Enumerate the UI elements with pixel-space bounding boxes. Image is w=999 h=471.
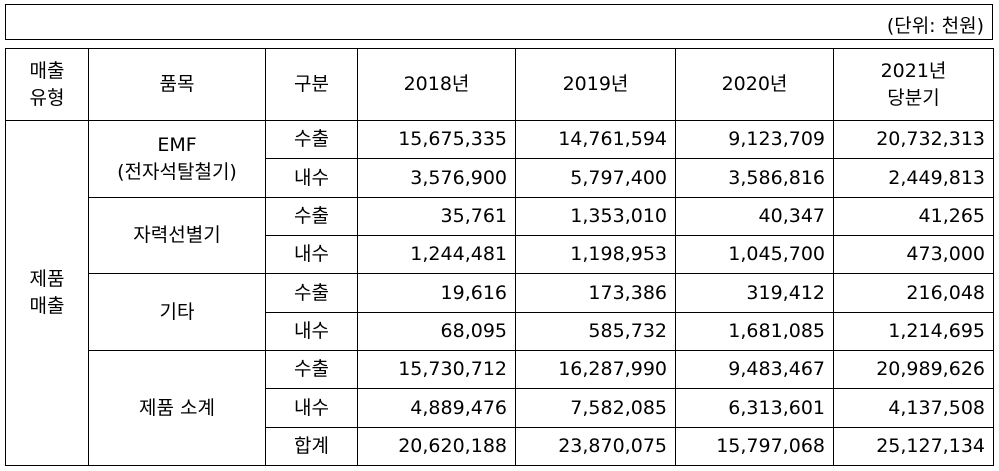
value-cell: 4,137,508 [833, 388, 994, 428]
value-cell: 5,797,400 [515, 158, 676, 198]
table-row: 내수 68,095 585,732 1,681,085 1,214,695 [6, 311, 994, 351]
value-cell: 25,127,134 [833, 426, 994, 467]
header-year-2021-line2: 당분기 [887, 86, 940, 109]
header-year-2018: 2018년 [357, 48, 516, 121]
item-other: 기타 [88, 273, 266, 351]
value-cell: 2,449,813 [833, 158, 994, 198]
category-line2: 매출 [29, 295, 65, 317]
item-emf-line2: (전자석탈철기) [117, 160, 237, 183]
header-item: 품목 [88, 48, 266, 121]
value-cell: 19,616 [357, 273, 516, 313]
header-sales-type-line2: 유형 [29, 86, 65, 109]
value-cell: 1,214,695 [833, 311, 994, 351]
unit-label: (단위: 천원) [886, 15, 984, 37]
division-cell: 합계 [265, 426, 358, 467]
value-cell: 41,265 [833, 196, 994, 236]
value-cell: 20,620,188 [357, 426, 516, 467]
value-cell: 68,095 [357, 311, 516, 351]
header-year-2021: 2021년 당분기 [833, 48, 994, 121]
value-cell: 1,353,010 [515, 196, 676, 236]
division-cell: 수출 [265, 273, 358, 313]
header-year-2019: 2019년 [515, 48, 676, 121]
header-year-2021-line1: 2021년 [880, 59, 947, 82]
value-cell: 1,244,481 [357, 234, 516, 275]
category-line1: 제품 [29, 268, 65, 291]
value-cell: 15,797,068 [675, 426, 834, 467]
value-cell: 6,313,601 [675, 388, 834, 428]
value-cell: 3,576,900 [357, 158, 516, 198]
header-row: 매출 유형 품목 구분 2018년 2019년 2020년 2021년 당분기 [5, 48, 994, 121]
table-row: 내수 4,889,476 7,582,085 6,313,601 4,137,5… [6, 388, 994, 428]
value-cell: 1,045,700 [675, 234, 834, 275]
value-cell: 585,732 [515, 311, 676, 351]
value-cell: 1,681,085 [675, 311, 834, 351]
value-cell: 173,386 [515, 273, 676, 313]
item-emf: EMF (전자석탈철기) [88, 120, 266, 198]
value-cell: 16,287,990 [515, 349, 676, 390]
unit-box: (단위: 천원) [5, 4, 993, 40]
value-cell: 319,412 [675, 273, 834, 313]
value-cell: 35,761 [357, 196, 516, 236]
table-row: 자력선별기 수출 35,761 1,353,010 40,347 41,265 [6, 196, 994, 275]
value-cell: 473,000 [833, 234, 994, 275]
sales-table: 매출 유형 품목 구분 2018년 2019년 2020년 2021년 당분기 … [5, 48, 994, 467]
value-cell: 15,730,712 [357, 349, 516, 390]
value-cell: 9,483,467 [675, 349, 834, 390]
item-emf-line1: EMF [157, 134, 197, 157]
value-cell: 20,989,626 [833, 349, 994, 390]
table-row: 기타 수출 19,616 173,386 319,412 216,048 [6, 273, 994, 351]
value-cell: 23,870,075 [515, 426, 676, 467]
division-cell: 내수 [265, 158, 358, 198]
table-row: 제품 소계 수출 15,730,712 16,287,990 9,483,467… [6, 349, 994, 467]
value-cell: 9,123,709 [675, 119, 834, 160]
division-cell: 수출 [265, 349, 358, 390]
division-cell: 내수 [265, 388, 358, 428]
value-cell: 4,889,476 [357, 388, 516, 428]
value-cell: 14,761,594 [515, 119, 676, 160]
value-cell: 7,582,085 [515, 388, 676, 428]
item-magnetic-separator: 자력선별기 [88, 196, 266, 275]
category-cell: 제품 매출 [5, 120, 89, 466]
header-year-2020: 2020년 [675, 48, 834, 121]
header-sales-type-line1: 매출 [29, 59, 65, 82]
table-row: 합계 20,620,188 23,870,075 15,797,068 25,1… [6, 426, 994, 467]
division-cell: 수출 [265, 196, 358, 236]
division-cell: 내수 [265, 311, 358, 351]
table-row: 내수 3,576,900 5,797,400 3,586,816 2,449,8… [6, 158, 994, 198]
value-cell: 20,732,313 [833, 119, 994, 160]
value-cell: 40,347 [675, 196, 834, 236]
table-row: 내수 1,244,481 1,198,953 1,045,700 473,000 [6, 234, 994, 275]
value-cell: 216,048 [833, 273, 994, 313]
table-row: 제품 매출 EMF (전자석탈철기) 수출 15,675,335 14,761,… [5, 119, 994, 466]
value-cell: 15,675,335 [357, 119, 516, 160]
header-sales-type: 매출 유형 [5, 48, 89, 121]
division-cell: 내수 [265, 234, 358, 275]
value-cell: 1,198,953 [515, 234, 676, 275]
division-cell: 수출 [265, 119, 358, 160]
item-product-subtotal: 제품 소계 [88, 349, 266, 467]
value-cell: 3,586,816 [675, 158, 834, 198]
header-division: 구분 [265, 48, 358, 121]
